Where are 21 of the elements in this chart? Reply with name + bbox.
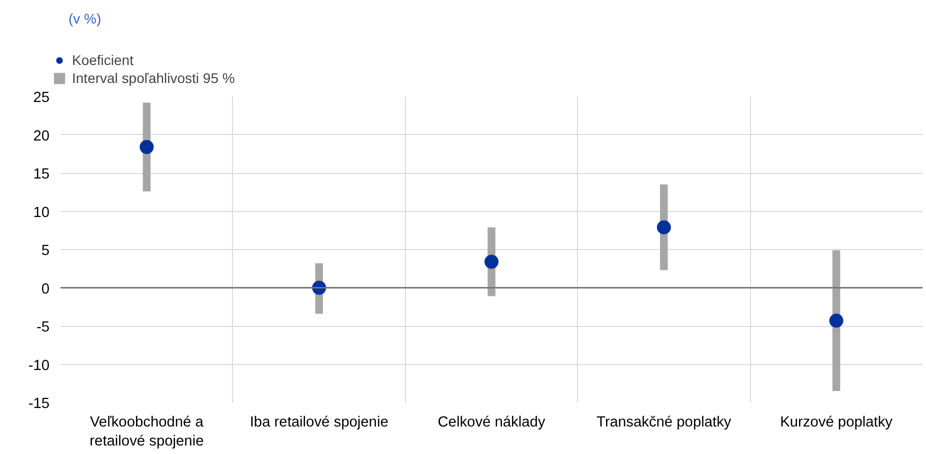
y-tick-label: 10 [33, 204, 50, 221]
x-tick-label: Iba retailové spojenie [250, 414, 388, 430]
point [140, 140, 154, 154]
y-tick-label: 25 [33, 90, 50, 106]
x-tick-label: Kurzové poplatky [780, 414, 894, 430]
point [484, 254, 498, 269]
point [829, 314, 844, 328]
x-tick-label: Transakčné poplatky [596, 414, 732, 430]
point [656, 220, 671, 234]
y-tick-label: -15 [28, 396, 50, 412]
y-tick-label: -5 [36, 320, 50, 336]
y-tick-label: -10 [28, 358, 50, 374]
y-axis-title: (v %) [68, 10, 102, 26]
y-tick-label: 5 [41, 243, 50, 259]
x-tick-label: Celkové náklady [438, 414, 546, 430]
y-tick-label: 0 [41, 281, 50, 298]
y-tick-label: 15 [33, 166, 50, 182]
legend-label: Koeficient [72, 52, 134, 68]
y-tick-label: 20 [33, 128, 50, 144]
x-tick-label: Veľkoobchodné a retailové spojenie [90, 414, 204, 450]
legend-label: Interval spoľahlivosti 95 % [72, 70, 235, 86]
